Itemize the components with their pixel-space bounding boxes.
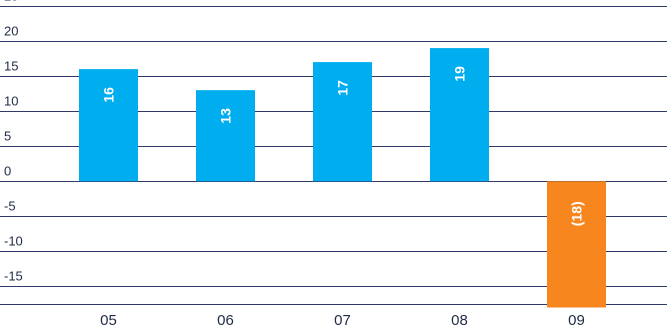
y-axis-ticks: 25 20 15 10 5 0 -5 -10 -15	[4, 0, 23, 284]
bar-08	[430, 48, 489, 182]
bar-06	[196, 90, 255, 182]
data-label-06: 13	[218, 108, 234, 124]
data-labels: 16 13 17 19 (18)	[101, 66, 585, 226]
y-tick-label: 10	[4, 94, 18, 109]
y-tick-label: -5	[4, 199, 16, 214]
y-tick-label: 5	[4, 129, 11, 144]
x-tick-label: 08	[451, 312, 468, 329]
data-label-07: 17	[335, 80, 351, 96]
bar-09	[547, 181, 606, 308]
y-tick-label: 15	[4, 59, 18, 74]
y-tick-label: -10	[4, 234, 23, 249]
x-tick-label: 05	[100, 312, 117, 329]
bar-07	[313, 62, 372, 182]
y-tick-label: 20	[4, 24, 18, 39]
x-tick-label: 06	[217, 312, 234, 329]
data-label-05: 16	[101, 87, 117, 103]
data-label-08: 19	[452, 66, 468, 82]
bars	[79, 48, 606, 308]
y-tick-label: -15	[4, 269, 23, 284]
y-tick-label: 0	[4, 164, 11, 179]
data-label-09: (18)	[569, 201, 585, 226]
x-tick-label: 07	[334, 312, 351, 329]
y-tick-label: 25	[4, 0, 18, 4]
x-axis-ticks: 05 06 07 08 09	[100, 312, 585, 329]
x-tick-label: 09	[568, 312, 585, 329]
bar-05	[79, 69, 138, 182]
